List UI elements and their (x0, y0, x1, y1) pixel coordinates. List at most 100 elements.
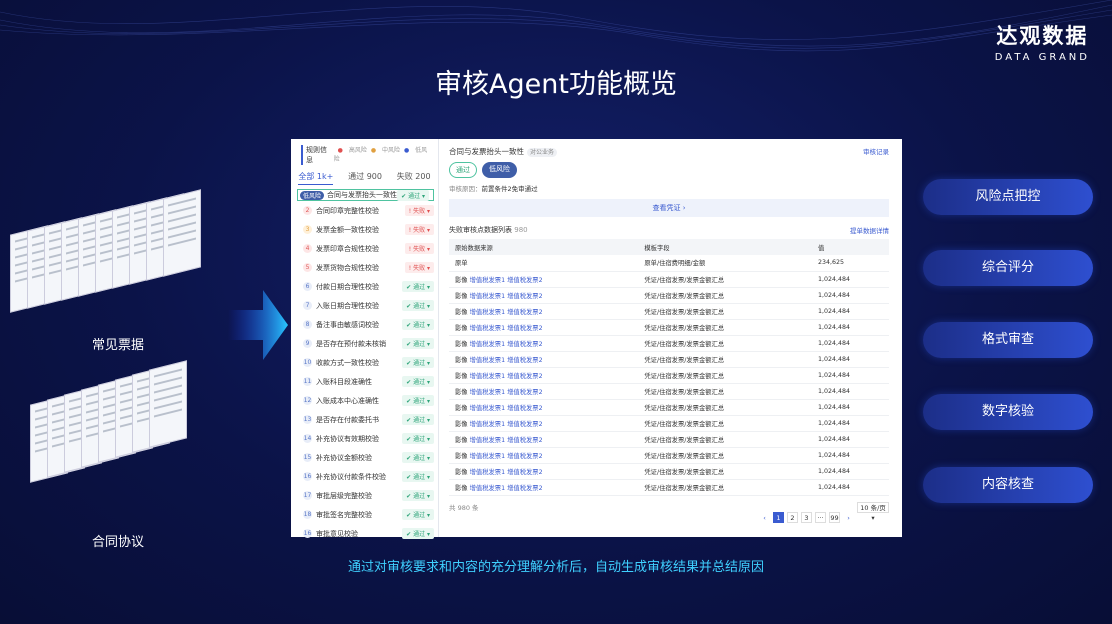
status-dropdown[interactable]: ✔ 通过 ▾ (402, 452, 434, 463)
status-dropdown[interactable]: ! 失败 ▾ (404, 205, 434, 216)
view-voucher-button[interactable]: 查看凭证 › (449, 199, 889, 217)
table-row: 影像 增值税发票1 增值税发票2 凭证/住宿发票/发票金额汇总 1,024,484 (449, 399, 889, 416)
rule-name: 入账日期合理性校验 (316, 301, 379, 310)
rule-item[interactable]: 6 付款日期合理性校验 ✔ 通过 ▾ (291, 277, 438, 296)
rule-item[interactable]: 18 审批签名完整校验 ✔ 通过 ▾ (291, 505, 438, 524)
status-text: 通过 (408, 192, 421, 200)
status-dropdown[interactable]: ✔ 通过 ▾ (402, 509, 434, 520)
invoice-link[interactable]: 增值税发票1 增值税发票2 (469, 372, 543, 380)
legend-high: 高风险 (348, 147, 367, 154)
feature-button[interactable]: 数字核验 (923, 394, 1093, 430)
invoice-link[interactable]: 增值税发票1 增值税发票2 (469, 356, 543, 364)
status-dropdown[interactable]: ✔ 通过 ▾ (402, 471, 434, 482)
rule-number: 13 (303, 415, 312, 424)
status-dropdown[interactable]: ✔ 通过 ▾ (402, 281, 434, 292)
feature-button[interactable]: 内容核查 (923, 467, 1093, 503)
rule-item[interactable]: 14 补充协议有效期校验 ✔ 通过 ▾ (291, 429, 438, 448)
status-text: 通过 (413, 398, 426, 405)
page-button[interactable]: 3 (801, 511, 812, 523)
detail-link[interactable]: 提单数据详情 (850, 227, 889, 235)
invoice-link[interactable]: 增值税发票1 增值税发票2 (469, 292, 543, 300)
cell: 1,024,484 (811, 399, 889, 416)
cell: 原单 (449, 255, 639, 272)
rule-item[interactable]: 16 补充协议付款条件校验 ✔ 通过 ▾ (291, 467, 438, 486)
rule-item[interactable]: 16 审批意见校验 ✔ 通过 ▾ (291, 524, 438, 543)
rule-name: 发票印章合规性校验 (316, 244, 379, 253)
detail-title: 合同与发票抬头一致性 (449, 147, 524, 156)
status-dropdown[interactable]: ✔ 通过 ▾ (402, 414, 434, 425)
status-dropdown[interactable]: ! 失败 ▾ (404, 262, 434, 273)
rule-detail: 合同与发票抬头一致性 对公业务 审核记录 通过 低风险 审核原因：前置条件2免审通过… (449, 139, 889, 524)
invoice-link[interactable]: 增值税发票1 增值税发票2 (469, 404, 543, 412)
rule-item[interactable]: 11 入账科目段准确性 ✔ 通过 ▾ (291, 372, 438, 391)
tab-fail[interactable]: 失败 200 (396, 172, 431, 181)
page-button[interactable]: 1 (773, 511, 784, 523)
page-button[interactable]: › (847, 513, 850, 522)
rule-item[interactable]: 13 是否存在付款委托书 ✔ 通过 ▾ (291, 410, 438, 429)
rule-item[interactable]: 2 合同印章完整性校验 ! 失败 ▾ (291, 201, 438, 220)
tab-all[interactable]: 全部 1k+ (298, 171, 334, 185)
status-dropdown[interactable]: ✔ 通过 ▾ (402, 319, 434, 330)
risk-tag: 低风险 (300, 190, 325, 200)
invoice-link[interactable]: 增值税发票1 增值税发票2 (469, 308, 543, 316)
contracts-label: 合同协议 (92, 535, 145, 550)
rule-item[interactable]: 3 发票金额一致性校验 ! 失败 ▾ (291, 220, 438, 239)
rule-number: 18 (303, 510, 312, 519)
cell: 影像 增值税发票1 增值税发票2 (449, 303, 639, 320)
rule-item[interactable]: 12 入账成本中心准确性 ✔ 通过 ▾ (291, 391, 438, 410)
rule-item[interactable]: 8 备注事由敏感词校验 ✔ 通过 ▾ (291, 315, 438, 334)
invoice-link[interactable]: 增值税发票1 增值税发票2 (469, 388, 543, 396)
rule-item[interactable]: 4 发票印章合规性校验 ! 失败 ▾ (291, 239, 438, 258)
rule-item[interactable]: 15 补充协议金额校验 ✔ 通过 ▾ (291, 448, 438, 467)
status-dropdown[interactable]: ✔ 通过 ▾ (402, 528, 434, 539)
list-title: 失败审核点数据列表 (449, 226, 512, 234)
status-dropdown[interactable]: ✔ 通过 ▾ (402, 376, 434, 387)
page-size-select[interactable]: 10 条/页 ▾ (857, 501, 889, 522)
feature-button[interactable]: 格式审查 (923, 322, 1093, 358)
status-dropdown[interactable]: ✔ 通过 ▾ (402, 395, 434, 406)
status-dropdown[interactable]: ✔ 通过 ▾ (402, 357, 434, 368)
status-dropdown[interactable]: ✔ 通过 ▾ (397, 189, 429, 201)
status-dropdown[interactable]: ✔ 通过 ▾ (402, 300, 434, 311)
page-button[interactable]: ‹ (763, 513, 766, 522)
total-count: 共 980 条 (449, 503, 479, 512)
rule-number: 8 (303, 320, 312, 329)
status-dropdown[interactable]: ! 失败 ▾ (404, 243, 434, 254)
status-dropdown[interactable]: ✔ 通过 ▾ (402, 490, 434, 501)
cell: 1,024,484 (811, 271, 889, 288)
invoice-link[interactable]: 增值税发票1 增值税发票2 (469, 276, 543, 284)
tab-pass[interactable]: 通过 900 (348, 172, 382, 181)
rule-name: 审批层级完整校验 (316, 491, 372, 500)
status-text: 通过 (413, 360, 426, 367)
cell: 影像 增值税发票1 增值税发票2 (449, 447, 639, 464)
invoice-link[interactable]: 增值税发票1 增值税发票2 (469, 340, 543, 348)
rule-item[interactable]: 低风险合同与发票抬头一致性校验✔ 通过 ▾ (297, 189, 434, 201)
rule-name: 补充协议付款条件校验 (316, 472, 386, 481)
invoice-link[interactable]: 增值税发票1 增值税发票2 (469, 468, 543, 476)
page-button[interactable]: 99 (829, 511, 840, 523)
status-text: 失败 (413, 208, 426, 215)
invoice-link[interactable]: 增值税发票1 增值税发票2 (469, 484, 543, 492)
rule-item[interactable]: 17 审批层级完整校验 ✔ 通过 ▾ (291, 486, 438, 505)
status-dropdown[interactable]: ✔ 通过 ▾ (402, 433, 434, 444)
invoice-link[interactable]: 增值税发票1 增值税发票2 (469, 420, 543, 428)
rule-name: 审批签名完整校验 (316, 510, 372, 519)
page-button[interactable]: 2 (787, 511, 798, 523)
status-text: 通过 (413, 436, 426, 443)
rule-item[interactable]: 7 入账日期合理性校验 ✔ 通过 ▾ (291, 296, 438, 315)
page-button[interactable]: ··· (815, 511, 826, 523)
rule-item[interactable]: 5 发票货物合规性校验 ! 失败 ▾ (291, 258, 438, 277)
cell: 1,024,484 (811, 319, 889, 336)
rule-item[interactable]: 10 收款方式一致性校验 ✔ 通过 ▾ (291, 353, 438, 372)
cell: 影像 增值税发票1 增值税发票2 (449, 431, 639, 448)
invoice-link[interactable]: 增值税发票1 增值税发票2 (469, 452, 543, 460)
invoice-link[interactable]: 增值税发票1 增值税发票2 (469, 436, 543, 444)
status-dropdown[interactable]: ! 失败 ▾ (404, 224, 434, 235)
audit-record-link[interactable]: 审核记录 (863, 148, 889, 156)
rule-item[interactable]: 9 是否存在预付款未核销 ✔ 通过 ▾ (291, 334, 438, 353)
rule-number: 4 (303, 244, 312, 253)
invoice-link[interactable]: 增值税发票1 增值税发票2 (469, 324, 543, 332)
status-dropdown[interactable]: ✔ 通过 ▾ (402, 338, 434, 349)
feature-button[interactable]: 综合评分 (923, 250, 1093, 286)
feature-button[interactable]: 风险点把控 (923, 179, 1093, 215)
